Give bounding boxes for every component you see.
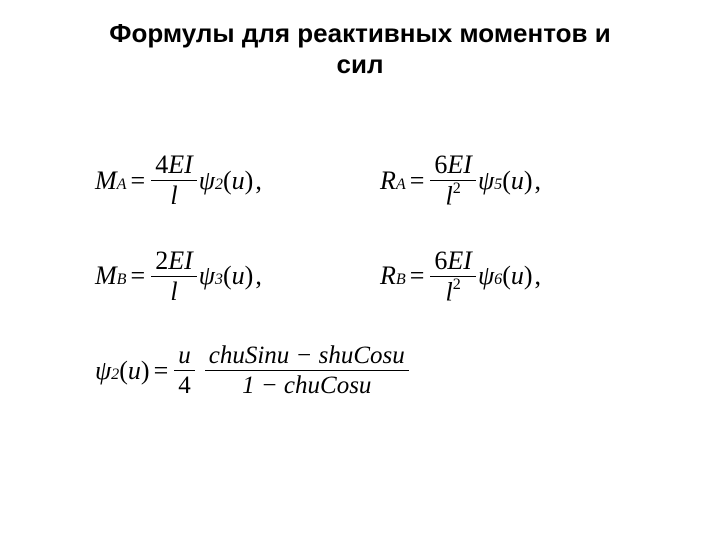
open-paren: ( bbox=[119, 358, 128, 384]
equals-sign: = bbox=[406, 263, 429, 289]
fraction-4EI-l: 4EI l bbox=[151, 150, 197, 211]
psi: ψ bbox=[478, 263, 494, 289]
E: E bbox=[168, 246, 184, 275]
psi-sub: 2 bbox=[111, 367, 119, 383]
coef: 6 bbox=[434, 150, 447, 179]
equals-sign: = bbox=[150, 358, 173, 384]
psi-sub: 3 bbox=[215, 272, 223, 288]
fraction-big: chuSinu − shuCosu 1 − chuCosu bbox=[205, 341, 409, 400]
psi-sub: 2 bbox=[215, 177, 223, 193]
comma: , bbox=[533, 168, 542, 194]
lhs-subscript: A bbox=[117, 177, 127, 193]
I: I bbox=[184, 150, 193, 179]
denom: l bbox=[170, 277, 177, 306]
lhs-symbol: M bbox=[95, 168, 117, 194]
formula-RA: R A = 6EI l2 ψ 5 (u), bbox=[380, 150, 645, 212]
psi-sub: 5 bbox=[494, 177, 502, 193]
formula-row-3: ψ 2 (u) = u 4 chuSinu − shuCosu 1 − chuC… bbox=[95, 341, 655, 400]
arg: u bbox=[128, 358, 141, 384]
formula-block: M A = 4EI l ψ 2 (u), R A = bbox=[95, 150, 655, 434]
comma: , bbox=[253, 263, 262, 289]
slide: Формулы для реактивных моментов и сил M … bbox=[0, 0, 720, 540]
arg: u bbox=[232, 263, 245, 289]
lhs-symbol: R bbox=[380, 168, 396, 194]
psi: ψ bbox=[199, 263, 215, 289]
den: 4 bbox=[178, 372, 191, 399]
den: 1 − chuCosu bbox=[242, 372, 371, 399]
arg: u bbox=[232, 168, 245, 194]
close-paren: ) bbox=[245, 263, 254, 289]
psi: ψ bbox=[478, 168, 494, 194]
coef: 2 bbox=[155, 246, 168, 275]
formula-RB: R B = 6EI l2 ψ 6 (u), bbox=[380, 246, 645, 308]
title-line-1: Формулы для реактивных моментов и bbox=[109, 18, 610, 48]
fraction-6EI-l2: 6EI l2 bbox=[430, 150, 476, 212]
denom-base: l bbox=[446, 277, 453, 306]
close-paren: ) bbox=[141, 358, 150, 384]
formula-MB: M B = 2EI l ψ 3 (u), bbox=[95, 246, 380, 307]
equals-sign: = bbox=[406, 168, 429, 194]
lhs-subscript: A bbox=[396, 177, 406, 193]
num: chuSinu − shuCosu bbox=[209, 342, 405, 369]
arg: u bbox=[511, 263, 524, 289]
psi-sub: 6 bbox=[494, 272, 502, 288]
arg: u bbox=[511, 168, 524, 194]
comma: , bbox=[533, 263, 542, 289]
lhs-subscript: B bbox=[396, 272, 406, 288]
close-paren: ) bbox=[245, 168, 254, 194]
comma: , bbox=[253, 168, 262, 194]
psi: ψ bbox=[95, 358, 111, 384]
open-paren: ( bbox=[502, 263, 511, 289]
psi: ψ bbox=[199, 168, 215, 194]
denom-base: l bbox=[446, 182, 453, 211]
fraction-2EI-l: 2EI l bbox=[151, 246, 197, 307]
I: I bbox=[463, 246, 472, 275]
equals-sign: = bbox=[127, 263, 150, 289]
formula-row-1: M A = 4EI l ψ 2 (u), R A = bbox=[95, 150, 655, 212]
denom: l bbox=[170, 181, 177, 210]
lhs-symbol: R bbox=[380, 263, 396, 289]
lhs-subscript: B bbox=[117, 272, 127, 288]
fraction-6EI-l2: 6EI l2 bbox=[430, 246, 476, 308]
formula-row-2: M B = 2EI l ψ 3 (u), R B = bbox=[95, 246, 655, 308]
close-paren: ) bbox=[524, 263, 533, 289]
I: I bbox=[463, 150, 472, 179]
title-line-2: сил bbox=[337, 49, 384, 79]
open-paren: ( bbox=[502, 168, 511, 194]
equals-sign: = bbox=[127, 168, 150, 194]
open-paren: ( bbox=[223, 168, 232, 194]
num: u bbox=[178, 342, 191, 369]
open-paren: ( bbox=[223, 263, 232, 289]
coef: 4 bbox=[155, 150, 168, 179]
fraction-u-4: u 4 bbox=[174, 341, 195, 400]
denom-pow: 2 bbox=[453, 180, 461, 197]
coef: 6 bbox=[434, 246, 447, 275]
close-paren: ) bbox=[524, 168, 533, 194]
E: E bbox=[447, 246, 463, 275]
formula-MA: M A = 4EI l ψ 2 (u), bbox=[95, 150, 380, 211]
E: E bbox=[168, 150, 184, 179]
slide-title: Формулы для реактивных моментов и сил bbox=[0, 18, 720, 80]
denom-pow: 2 bbox=[453, 276, 461, 293]
I: I bbox=[184, 246, 193, 275]
lhs-symbol: M bbox=[95, 263, 117, 289]
E: E bbox=[447, 150, 463, 179]
formula-psi2: ψ 2 (u) = u 4 chuSinu − shuCosu 1 − chuC… bbox=[95, 341, 411, 400]
